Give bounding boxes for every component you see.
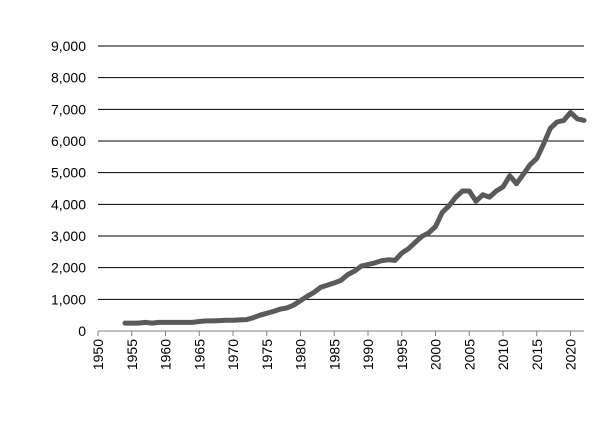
- x-axis: [97, 330, 584, 336]
- x-tick-label: 1970: [225, 339, 241, 370]
- y-tick-label: 3,000: [51, 228, 86, 244]
- x-tick-label: 1995: [394, 339, 410, 370]
- y-tick-label: 9,000: [51, 38, 86, 54]
- y-tick-label: 1,000: [51, 291, 86, 307]
- x-tick-label: 2000: [428, 339, 444, 370]
- x-tick-label: 1955: [124, 339, 140, 370]
- y-tick-label: 7,000: [51, 101, 86, 117]
- y-tick-label: 6,000: [51, 133, 86, 149]
- x-tick-label: 1975: [259, 339, 275, 370]
- y-axis-tick-labels: 0 1,000 2,000 3,000 4,000 5,000 6,000 7,000 8,00…: [51, 38, 86, 339]
- y-tick-label: 2,000: [51, 260, 86, 276]
- x-tick-label: 2005: [461, 339, 477, 370]
- x-tick-label: 2010: [495, 339, 511, 370]
- x-tick-label: 1960: [158, 339, 174, 370]
- x-tick-label: 2020: [563, 339, 579, 370]
- grid-lines: [98, 45, 584, 300]
- x-tick-label: 1965: [191, 339, 207, 370]
- y-tick-label: 0: [78, 323, 86, 339]
- y-tick-label: 4,000: [51, 196, 86, 212]
- series-layer: [122, 110, 587, 326]
- y-tick-label: 8,000: [51, 70, 86, 86]
- x-tick-label: 1985: [326, 339, 342, 370]
- series-line-0: [122, 110, 587, 326]
- x-tick-label: 1990: [360, 339, 376, 370]
- x-axis-tick-labels: 1950 1955 1960 1965 1970 1975 1980 1985 1990 1995…: [90, 339, 579, 370]
- y-tick-label: 5,000: [51, 165, 86, 181]
- x-tick-label: 1950: [90, 339, 106, 370]
- x-tick-label: 1980: [293, 339, 309, 370]
- x-tick-label: 2015: [529, 339, 545, 370]
